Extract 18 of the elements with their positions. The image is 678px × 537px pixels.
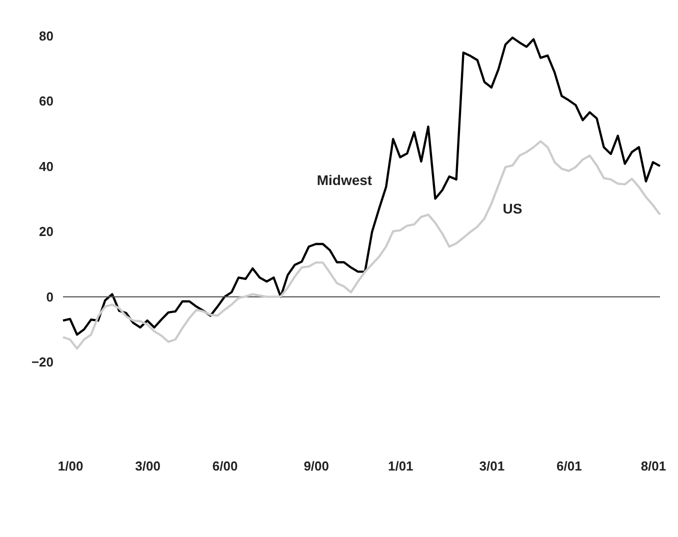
x-tick-label: 1/00 — [58, 458, 84, 474]
x-tick-label: 9/00 — [304, 458, 330, 474]
y-tick-label: 60 — [39, 94, 54, 109]
series-label: US — [502, 200, 522, 216]
line-series — [62, 36, 662, 336]
series-label: Midwest — [316, 172, 372, 188]
x-tick-label: 1/01 — [388, 458, 414, 474]
y-tick-label: 20 — [39, 224, 54, 240]
y-tick-label: 0 — [46, 289, 54, 304]
x-tick-label: 6/00 — [212, 458, 238, 474]
y-tick-label: −20 — [31, 354, 54, 370]
y-tick-label: 40 — [39, 158, 54, 174]
y-tick-label: 80 — [39, 28, 54, 44]
x-tick-label: 3/00 — [135, 458, 160, 474]
x-tick-label: 8/01 — [640, 458, 666, 474]
x-tick-label: 3/01 — [479, 458, 505, 474]
x-tick-label: 6/01 — [556, 458, 582, 474]
line-series — [62, 140, 662, 350]
